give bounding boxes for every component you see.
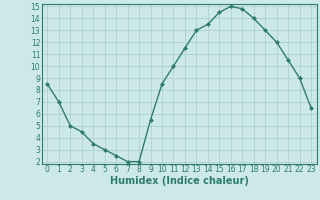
X-axis label: Humidex (Indice chaleur): Humidex (Indice chaleur): [110, 176, 249, 186]
